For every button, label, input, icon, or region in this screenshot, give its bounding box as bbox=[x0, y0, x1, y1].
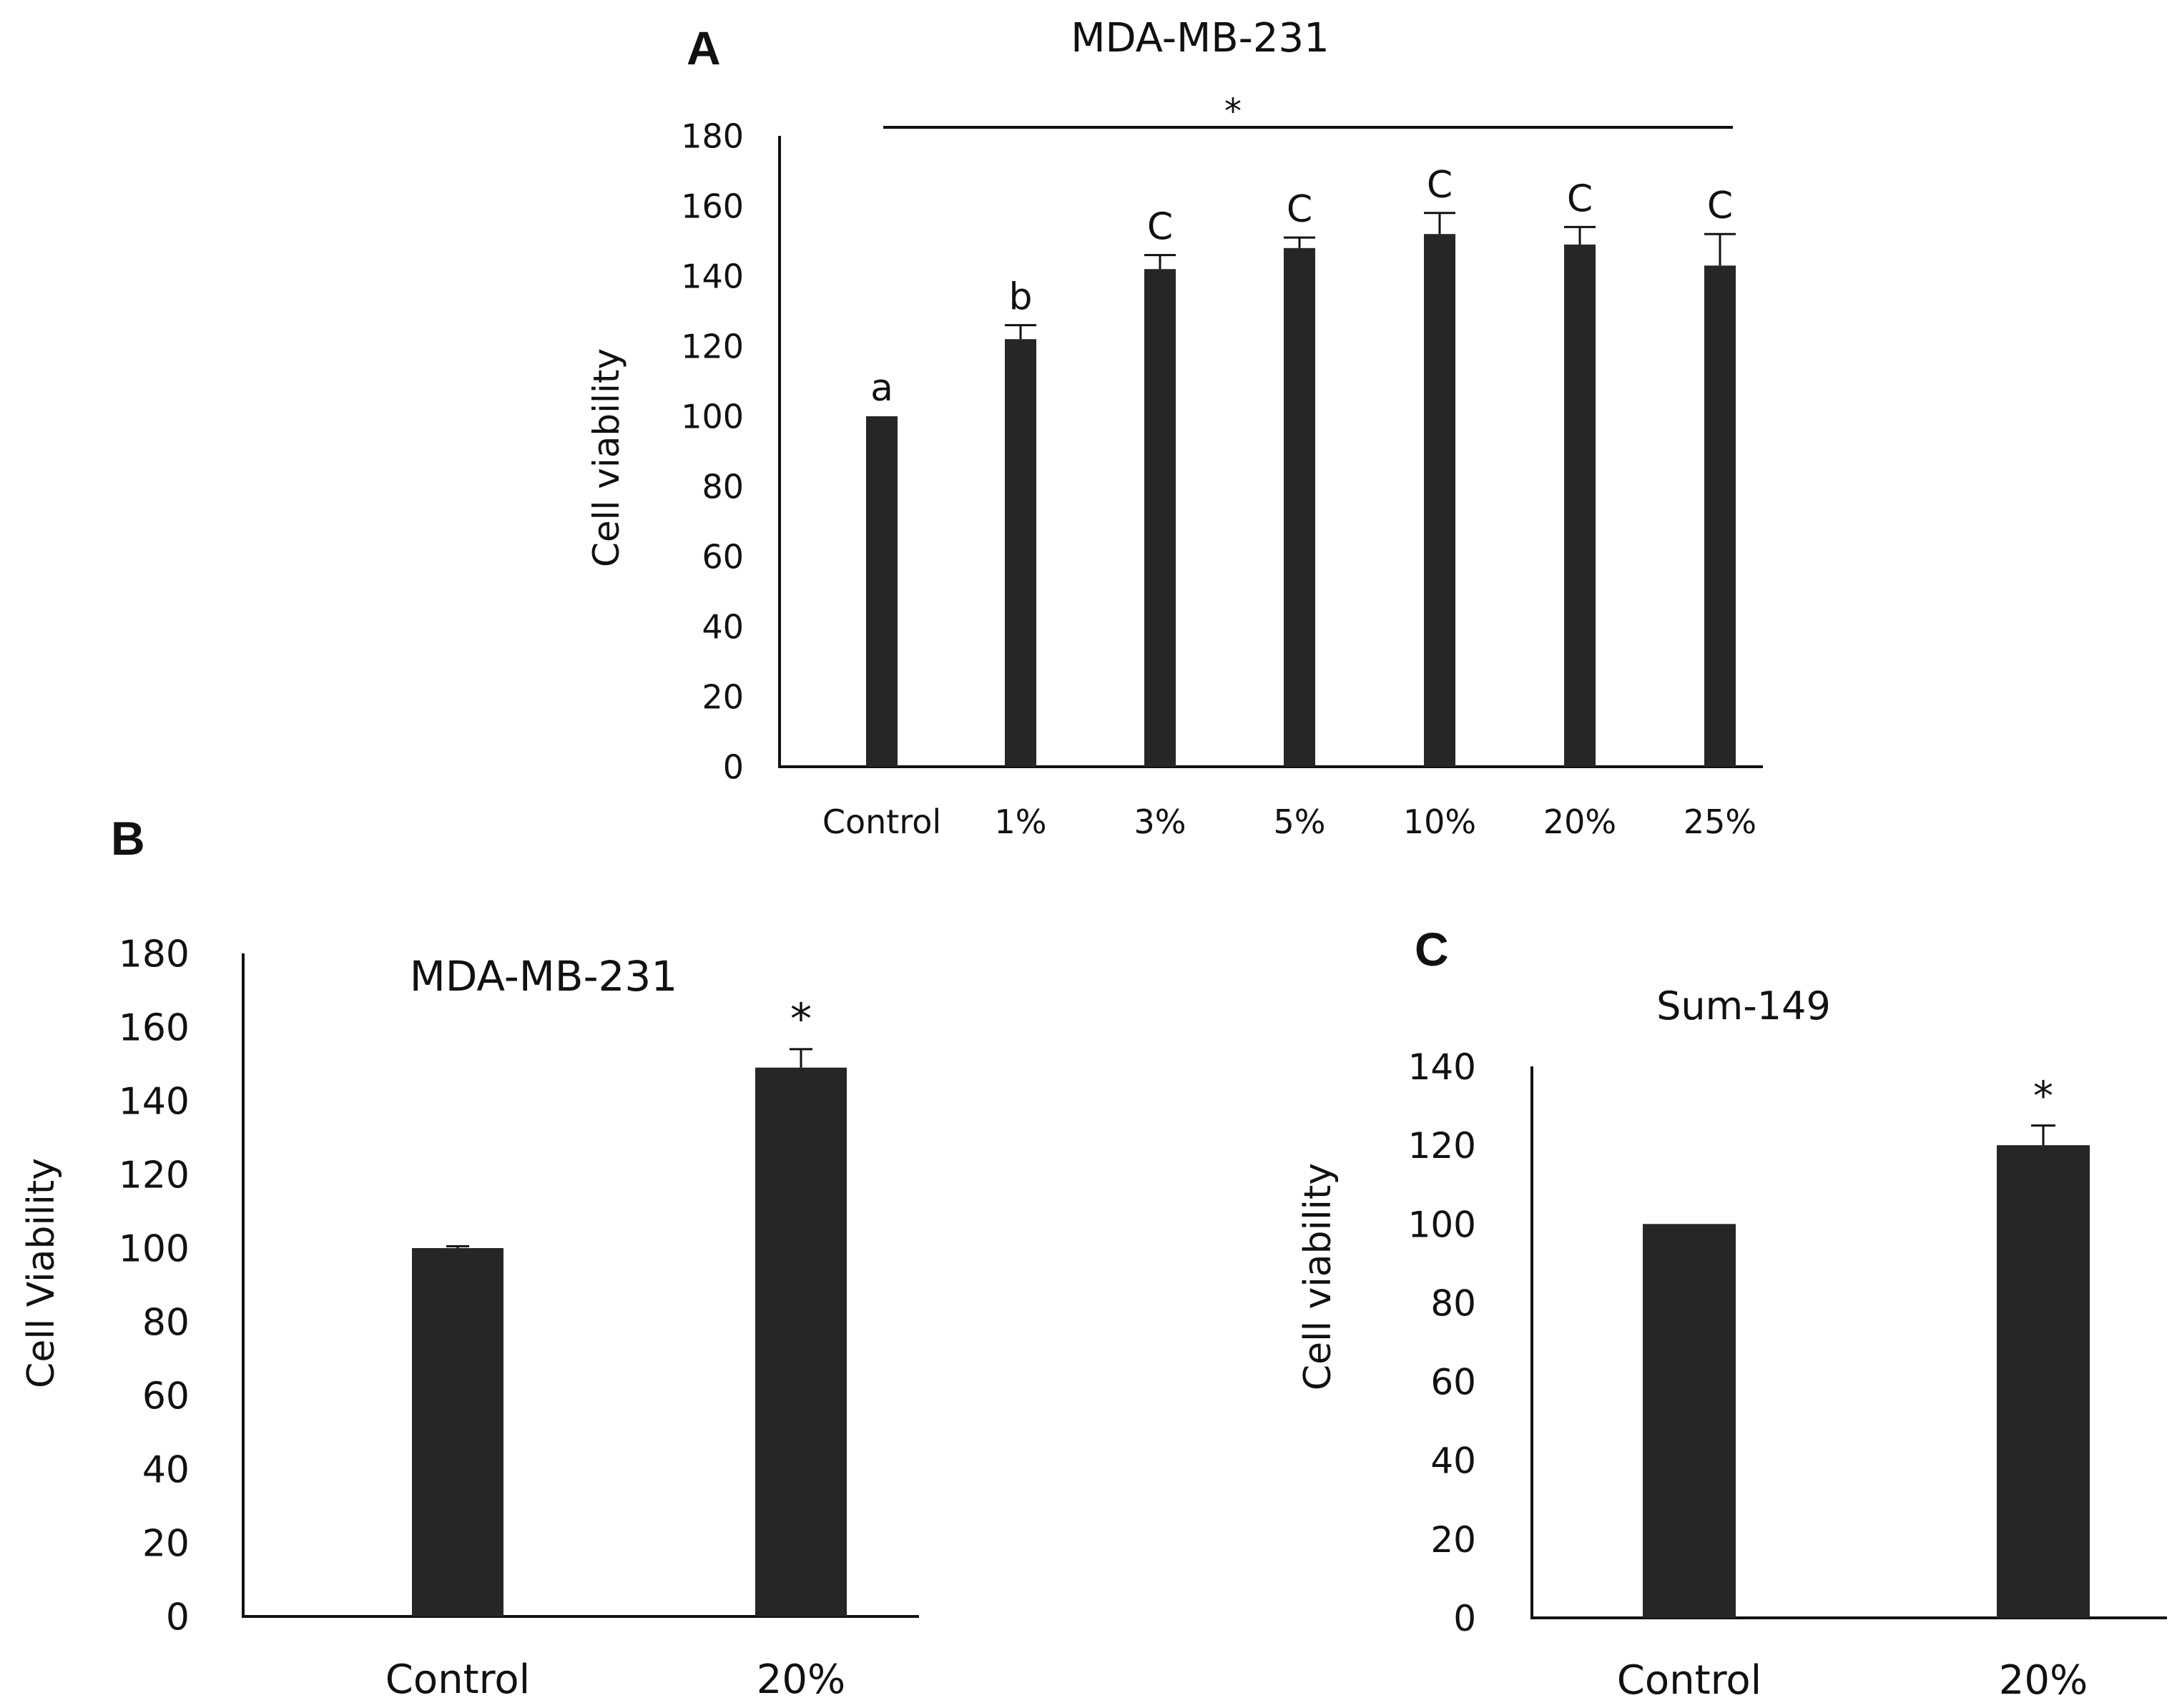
panel-a-bar-annotation: C bbox=[1147, 206, 1173, 249]
panel-b-y-tick-label: 160 bbox=[119, 1007, 190, 1050]
panel-c-marks: 0 20 40 60 80 100 120 140 Control * 20% bbox=[1408, 1046, 2167, 1704]
panel-b-letter: B bbox=[111, 812, 145, 865]
panel-b-bar bbox=[755, 1067, 847, 1616]
panel-b-bar bbox=[412, 1248, 503, 1616]
panel-b-marks: 0 20 40 60 80 100 120 140 160 180 Control * 20% bbox=[119, 933, 919, 1703]
panel-a-y-axis-label: Cell viability bbox=[586, 348, 627, 567]
panel-a-y-tick-label: 100 bbox=[681, 398, 744, 436]
panel-c-y-tick-label: 60 bbox=[1430, 1362, 1476, 1403]
panel-c-category-label: Control bbox=[1617, 1657, 1761, 1704]
panel-a-category-label: 25% bbox=[1684, 803, 1756, 841]
panel-a-bar bbox=[1704, 265, 1736, 767]
panel-a-bar bbox=[866, 416, 898, 767]
panel-b-y-tick-label: 60 bbox=[142, 1375, 190, 1418]
panel-c-letter: C bbox=[1415, 923, 1449, 976]
panel-b-title: MDA-MB-231 bbox=[410, 952, 677, 1001]
panel-a-y-tick-label: 20 bbox=[702, 678, 744, 717]
panel-a-bar bbox=[1424, 234, 1455, 767]
panel-a-y-tick-label: 80 bbox=[702, 468, 744, 506]
panel-c-y-tick-label: 20 bbox=[1430, 1519, 1476, 1561]
panel-c-title: Sum-149 bbox=[1656, 983, 1831, 1029]
panel-a-letter: A bbox=[687, 21, 721, 74]
panel-b-y-axis-label: Cell Viability bbox=[20, 1158, 63, 1388]
panel-a-bar-annotation: C bbox=[1427, 164, 1453, 207]
panel-a-bar bbox=[1564, 244, 1596, 767]
panel-c-bar bbox=[1643, 1224, 1736, 1618]
panel-a-y-tick-label: 120 bbox=[681, 328, 744, 366]
panel-b-y-tick-label: 120 bbox=[119, 1154, 190, 1197]
panel-a-category-label: 3% bbox=[1134, 803, 1186, 841]
panel-b-y-tick-label: 0 bbox=[166, 1596, 190, 1639]
panel-c-category-label: 20% bbox=[1999, 1657, 2088, 1704]
panel-a-y-tick-label: 0 bbox=[723, 748, 744, 787]
panel-b-y-tick-label: 80 bbox=[142, 1302, 190, 1345]
panel-b-y-tick-label: 40 bbox=[142, 1449, 190, 1492]
panel-b-y-tick-label: 180 bbox=[119, 933, 190, 976]
panel-a-category-label: 1% bbox=[995, 803, 1047, 841]
panel-a-bar bbox=[1005, 339, 1036, 767]
panel-c-y-axis-label: Cell viability bbox=[1297, 1163, 1340, 1390]
panel-a-bar-annotation: a bbox=[870, 367, 893, 410]
panel-a-y-tick-label: 160 bbox=[681, 187, 744, 226]
panel-a-bar-annotation: C bbox=[1567, 177, 1593, 220]
panel-a-category-label: 10% bbox=[1403, 803, 1476, 841]
panel-b-category-label: 20% bbox=[757, 1657, 845, 1703]
panel-a-y-tick-label: 180 bbox=[681, 117, 744, 156]
panel-a-bar bbox=[1144, 269, 1176, 767]
panel-a-y-tick-label: 40 bbox=[702, 608, 744, 647]
panel-b-bar-annotation: * bbox=[790, 994, 812, 1044]
panel-a-y-tick-label: 60 bbox=[702, 538, 744, 576]
panel-c-bar-annotation: * bbox=[2033, 1074, 2053, 1120]
panel-c-y-tick-label: 40 bbox=[1430, 1440, 1476, 1482]
panel-a-marks: 0 20 40 60 80 100 120 140 160 180 a Control b 1% C 3% C 5… bbox=[681, 92, 1763, 841]
panel-a-bar-annotation: C bbox=[1707, 185, 1733, 227]
panel-c-bar bbox=[1997, 1145, 2090, 1618]
panel-b-y-tick-label: 100 bbox=[119, 1228, 190, 1271]
panel-a: A MDA-MB-231 Cell viability 0 20 40 60 80 100… bbox=[586, 15, 1763, 841]
panel-b-y-tick-label: 20 bbox=[142, 1523, 190, 1566]
panel-a-category-label: 5% bbox=[1274, 803, 1326, 841]
panel-c-y-tick-label: 80 bbox=[1430, 1282, 1476, 1324]
panel-a-title: MDA-MB-231 bbox=[1071, 15, 1330, 62]
panel-a-y-tick-label: 140 bbox=[681, 257, 744, 296]
panel-a-category-label: 20% bbox=[1543, 803, 1616, 841]
panel-c-y-tick-label: 140 bbox=[1408, 1046, 1476, 1088]
panel-a-bar-annotation: C bbox=[1287, 188, 1312, 231]
panel-c-y-tick-label: 100 bbox=[1408, 1204, 1476, 1245]
panel-b-category-label: Control bbox=[385, 1657, 530, 1703]
panel-a-bar bbox=[1284, 247, 1315, 767]
panel-b: B MDA-MB-231 Cell Viability 0 20 40 60 80 100… bbox=[20, 812, 919, 1703]
panel-a-significance-star: * bbox=[1224, 92, 1242, 132]
panel-c-y-tick-label: 0 bbox=[1453, 1598, 1476, 1639]
panel-b-y-tick-label: 140 bbox=[119, 1081, 190, 1124]
panel-a-category-label: Control bbox=[822, 803, 941, 841]
panel-c-y-tick-label: 120 bbox=[1408, 1125, 1476, 1167]
panel-c: C Sum-149 Cell viability 0 20 40 60 80 100 120… bbox=[1297, 923, 2167, 1704]
panel-a-bar-annotation: b bbox=[1008, 276, 1032, 319]
